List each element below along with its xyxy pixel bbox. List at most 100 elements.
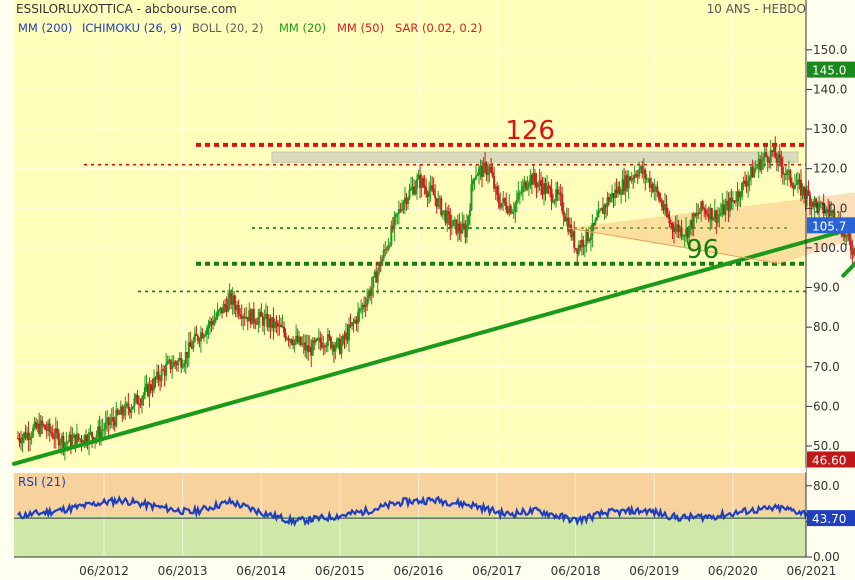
candle-body (665, 203, 668, 214)
candle-body (821, 202, 824, 204)
candle-body (712, 217, 715, 221)
candle-body (275, 321, 278, 324)
candle-body (478, 168, 481, 175)
candle-body (465, 224, 468, 238)
price-tag (807, 451, 855, 468)
indicator-label: MM (200) (18, 21, 72, 35)
price-tag-label: 105.7 (812, 219, 846, 233)
candle-body (603, 205, 606, 214)
candle-body (210, 321, 213, 323)
y-tick-label: 140.0 (813, 82, 847, 96)
candle-body (204, 334, 207, 336)
x-tick-label: 06/2014 (236, 564, 286, 578)
candle-body (296, 335, 299, 343)
candle-body (361, 304, 364, 309)
candle-body (367, 291, 370, 299)
price-tag-label: 145.0 (812, 64, 846, 78)
candle-body (565, 217, 568, 222)
candle-body (225, 305, 228, 312)
candle-body (438, 198, 441, 200)
candle-body (80, 438, 83, 443)
candle-body (700, 201, 703, 213)
candle-body (446, 211, 449, 224)
candle-body (422, 178, 425, 186)
candle-body (354, 319, 357, 323)
candle-body (734, 201, 737, 203)
candle-body (169, 359, 172, 370)
candle-body (311, 340, 314, 356)
candle-body (370, 287, 373, 296)
candle-body (358, 308, 361, 312)
candle-body (585, 230, 588, 246)
candle-body (29, 437, 32, 440)
x-tick-label: 06/2012 (79, 564, 129, 578)
candle-body (499, 203, 502, 208)
candle-body (443, 210, 446, 212)
candle-body (39, 420, 42, 435)
candle-body (36, 423, 39, 429)
candle-body (278, 324, 281, 327)
candle-body (586, 230, 589, 242)
candle-body (577, 244, 580, 255)
candle-body (539, 180, 542, 187)
candle-body (653, 189, 656, 192)
candle-body (481, 166, 484, 177)
candle-body (53, 437, 56, 439)
candle-body (62, 436, 65, 449)
candle-body (456, 223, 459, 234)
candle-body (400, 210, 403, 212)
candle-body (669, 223, 672, 225)
candle-body (124, 403, 127, 416)
candle-body (231, 295, 234, 305)
x-tick-label: 06/2019 (629, 564, 679, 578)
candle-body (156, 371, 159, 380)
candle-body (346, 332, 349, 341)
candle-body (589, 236, 592, 241)
candle-body (558, 192, 561, 195)
candle-body (301, 343, 304, 346)
candle-body (130, 408, 133, 413)
candle-body (846, 233, 849, 236)
candle-body (703, 208, 706, 210)
candle-body (406, 198, 409, 204)
candle-body (505, 202, 508, 210)
candle-body (199, 332, 202, 342)
candle-body (345, 332, 348, 340)
candle-body (807, 190, 810, 196)
candle-body (302, 342, 305, 344)
candle-body (121, 406, 124, 415)
candle-body (573, 231, 576, 248)
candle-body (455, 219, 458, 234)
candle-body (777, 154, 780, 163)
candle-body (403, 197, 406, 203)
x-tick-label: 06/2021 (786, 564, 836, 578)
candle-body (125, 403, 128, 405)
rsi-line (17, 495, 855, 527)
candle-body (459, 231, 462, 234)
candle-body (304, 342, 307, 351)
candle-body (774, 146, 777, 159)
candle-body (139, 404, 142, 406)
candle-body (629, 176, 632, 181)
candle-body (530, 175, 533, 185)
candle-body (624, 175, 627, 192)
candle-body (574, 247, 577, 249)
candle-body (789, 170, 792, 183)
candle-body (716, 216, 719, 223)
candle-body (211, 322, 214, 325)
candle-body (627, 176, 630, 189)
candle-body (769, 150, 772, 162)
candle-body (484, 162, 487, 165)
rsi-y-tick-label: 80.0 (813, 479, 840, 493)
candle-body (385, 249, 388, 251)
candle-body (494, 186, 497, 189)
candle-body (450, 226, 453, 229)
candle-body (119, 406, 122, 415)
candle-body (787, 170, 790, 172)
candle-body (331, 344, 334, 349)
annotation-126: 126 (505, 116, 555, 146)
triangle-edge (568, 227, 781, 265)
candle-body (69, 434, 72, 447)
candle-body (178, 357, 181, 361)
candle-body (822, 202, 825, 214)
